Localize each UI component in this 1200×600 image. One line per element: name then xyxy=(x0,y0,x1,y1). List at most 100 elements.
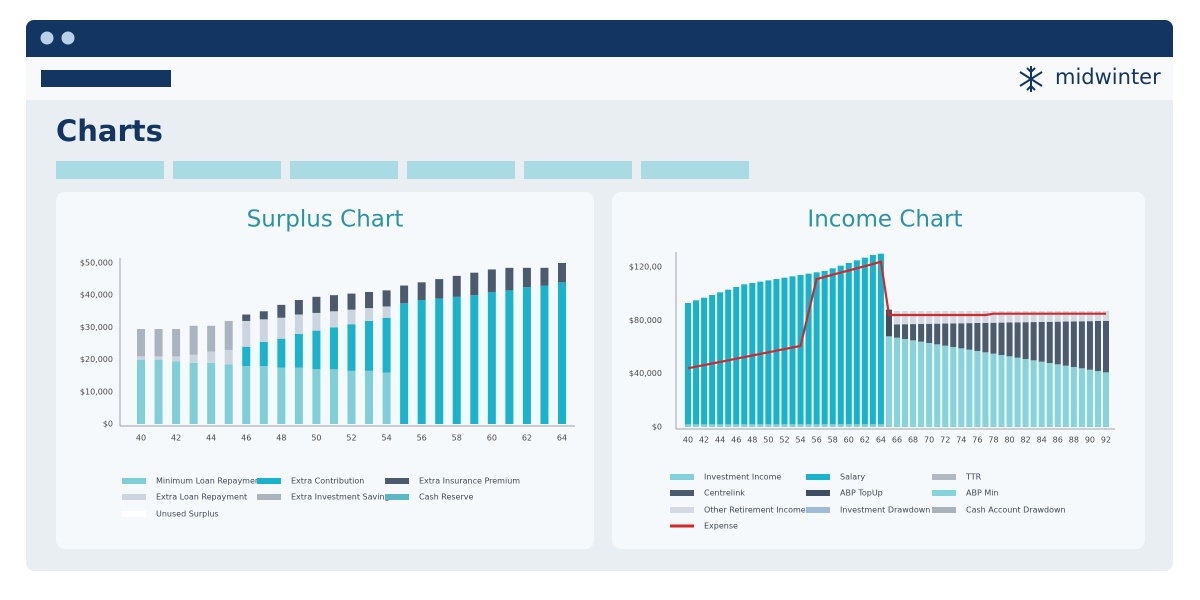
logo-icon xyxy=(1019,66,1043,92)
bar-segment xyxy=(312,330,321,370)
bar-segment xyxy=(797,275,804,425)
bar-segment xyxy=(813,424,820,427)
x-tick-label: 92 xyxy=(1101,436,1111,445)
legend-swatch xyxy=(670,507,694,513)
bar-segment xyxy=(805,424,812,427)
bar-segment xyxy=(1078,321,1085,369)
bar-segment xyxy=(918,341,925,425)
bar-segment xyxy=(207,351,216,363)
bar-segment xyxy=(1103,372,1109,425)
bar-segment xyxy=(982,311,989,323)
bar-segment xyxy=(982,424,989,427)
bar-segment xyxy=(709,295,716,425)
bar-segment xyxy=(966,424,973,427)
x-tick-label: 56 xyxy=(417,434,427,443)
bar-segment xyxy=(312,296,321,313)
x-tick-label: 44 xyxy=(206,434,216,443)
bar-segment xyxy=(845,424,852,427)
bar-segment xyxy=(958,323,965,349)
bar-segment xyxy=(224,349,233,365)
bar-segment xyxy=(1054,321,1061,365)
legend-label: Investment Drawdown xyxy=(840,506,930,515)
x-tick-label: 44 xyxy=(715,436,725,445)
bar-segment xyxy=(902,324,909,339)
legend-swatch xyxy=(806,490,830,496)
bar-segment xyxy=(982,322,989,353)
bar-segment xyxy=(400,303,409,424)
bar-segment xyxy=(382,290,391,307)
legend-label: Salary xyxy=(840,473,865,482)
legend-swatch xyxy=(932,490,956,496)
bar-segment xyxy=(821,424,828,427)
tab[interactable] xyxy=(173,161,281,179)
bar-segment xyxy=(853,424,860,427)
y-tick-label: $10,000 xyxy=(80,387,113,396)
bar-segment xyxy=(1006,322,1013,357)
bar-segment xyxy=(1022,322,1029,359)
bar-segment xyxy=(417,300,426,424)
bar-segment xyxy=(1086,369,1093,425)
bar-segment xyxy=(950,424,957,427)
bar-segment xyxy=(1046,424,1053,427)
bar-segment xyxy=(1086,424,1093,427)
bar-segment xyxy=(765,424,772,427)
bar-segment xyxy=(1030,424,1037,427)
header xyxy=(26,57,1173,100)
bar-segment xyxy=(853,260,860,425)
bar-segment xyxy=(950,311,957,324)
title-bar xyxy=(26,20,1173,57)
bar-segment xyxy=(1046,363,1053,425)
bar-segment xyxy=(701,424,708,427)
bar-segment xyxy=(540,267,549,286)
x-tick-label: 80 xyxy=(1004,436,1014,445)
bar-segment xyxy=(958,348,965,425)
bar-segment xyxy=(685,424,691,427)
legend-swatch xyxy=(806,507,830,513)
bar-segment xyxy=(172,361,181,424)
window-dot[interactable] xyxy=(40,31,54,45)
bar-segment xyxy=(365,320,374,371)
bar-segment xyxy=(347,309,356,325)
bar-segment xyxy=(942,345,949,425)
x-tick-label: 46 xyxy=(241,434,251,443)
bar-segment xyxy=(487,291,496,424)
bar-segment xyxy=(1078,424,1085,427)
bar-segment xyxy=(717,424,724,427)
bar-segment xyxy=(910,311,917,325)
tab[interactable] xyxy=(56,161,164,179)
tab[interactable] xyxy=(524,161,632,179)
x-tick-label: 52 xyxy=(779,436,789,445)
page-heading: Charts xyxy=(56,114,163,148)
bar-segment xyxy=(522,267,531,288)
x-tick-label: 60 xyxy=(487,434,497,443)
y-tick-label: $40,000 xyxy=(80,291,113,300)
legend-label: Other Retirement Income xyxy=(704,506,806,515)
bar-segment xyxy=(749,283,756,425)
bar-segment xyxy=(894,311,900,325)
legend-swatch xyxy=(932,474,956,480)
bar-segment xyxy=(137,359,145,424)
tab[interactable] xyxy=(290,161,398,179)
legend-swatch xyxy=(932,507,956,513)
y-tick-label: $50,000 xyxy=(80,259,113,268)
bar-segment xyxy=(781,277,788,425)
window-dot[interactable] xyxy=(61,31,75,45)
tab[interactable] xyxy=(641,161,749,179)
x-tick-label: 62 xyxy=(860,436,870,445)
bar-segment xyxy=(312,312,321,331)
bar-segment xyxy=(365,370,374,424)
x-tick-label: 72 xyxy=(940,436,950,445)
bar-segment xyxy=(757,424,764,427)
legend-swatch xyxy=(257,478,281,484)
bar-segment xyxy=(773,424,780,427)
x-tick-label: 88 xyxy=(1069,436,1079,445)
legend-swatch xyxy=(122,494,146,500)
y-tick-label: $30,000 xyxy=(80,323,113,332)
nav-placeholder[interactable] xyxy=(41,70,171,87)
bar-segment xyxy=(452,296,461,424)
bar-segment xyxy=(435,279,444,299)
bar-segment xyxy=(224,364,233,424)
tab[interactable] xyxy=(407,161,515,179)
bar-segment xyxy=(990,353,997,425)
